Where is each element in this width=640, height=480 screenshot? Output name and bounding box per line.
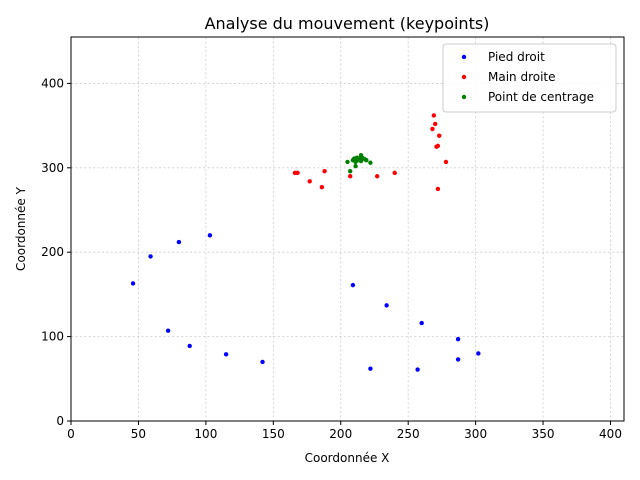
data-point [368, 366, 373, 371]
x-tick-label: 350 [532, 427, 555, 441]
y-tick-label: 100 [41, 330, 64, 344]
data-point [432, 121, 438, 127]
data-point [176, 239, 182, 245]
data-point [455, 336, 461, 342]
x-tick-label: 50 [131, 427, 146, 441]
data-point [358, 158, 364, 164]
y-tick-label: 0 [56, 414, 64, 428]
data-point [415, 367, 420, 372]
x-tick-label: 200 [329, 427, 352, 441]
x-axis-ticks: 0 50 100 150 200 250 300 350 400 [67, 421, 622, 441]
data-point [307, 179, 312, 184]
y-tick-label: 300 [41, 161, 64, 175]
legend-marker [461, 54, 467, 60]
data-point [345, 159, 350, 165]
legend-label: Point de centrage [488, 90, 594, 104]
data-point [165, 328, 171, 333]
data-point [295, 170, 300, 176]
data-point [148, 254, 153, 259]
legend-marker [461, 94, 467, 100]
chart-title: Analyse du mouvement (keypoints) [205, 14, 490, 33]
x-axis-label: Coordonnée X [305, 451, 390, 465]
data-point [364, 158, 369, 163]
data-point [437, 133, 442, 138]
data-point [374, 174, 380, 179]
legend-marker [461, 74, 467, 80]
data-point [347, 168, 353, 174]
legend-label: Pied droit [488, 50, 545, 64]
x-tick-label: 100 [194, 427, 217, 441]
data-point [476, 351, 481, 356]
data-point [322, 168, 327, 174]
data-point [431, 113, 437, 118]
x-tick-label: 250 [397, 427, 420, 441]
data-point [350, 282, 356, 288]
y-tick-label: 400 [41, 76, 64, 90]
legend-box [442, 43, 617, 113]
series-pied-droit [130, 233, 481, 372]
series-main-droite [292, 113, 449, 192]
y-tick-label: 200 [41, 245, 64, 259]
data-point [455, 357, 461, 362]
data-point [392, 170, 397, 176]
y-axis-label: Coordonnée Y [14, 186, 28, 271]
data-point [187, 343, 192, 349]
data-point [434, 144, 439, 149]
x-tick-label: 0 [67, 427, 75, 441]
data-point [130, 281, 136, 286]
x-tick-label: 400 [599, 427, 622, 441]
y-axis-ticks: 0 100 200 300 400 [41, 76, 71, 428]
data-points [130, 113, 481, 372]
x-tick-label: 300 [464, 427, 487, 441]
data-point [443, 159, 449, 165]
data-point [384, 303, 389, 308]
legend: Pied droit Main droite Point de centrage [442, 43, 617, 113]
data-point [223, 352, 229, 357]
data-point [368, 160, 373, 165]
legend-label: Main droite [488, 70, 556, 84]
data-point [419, 320, 424, 326]
plot-frame [70, 36, 625, 422]
data-point [353, 163, 358, 169]
data-point [319, 185, 325, 190]
x-tick-label: 150 [262, 427, 285, 441]
data-point [207, 233, 213, 238]
data-point [430, 126, 435, 132]
series-point-de-centrage [345, 152, 373, 174]
data-point [435, 186, 441, 192]
data-point [260, 359, 265, 365]
data-point [347, 174, 353, 179]
